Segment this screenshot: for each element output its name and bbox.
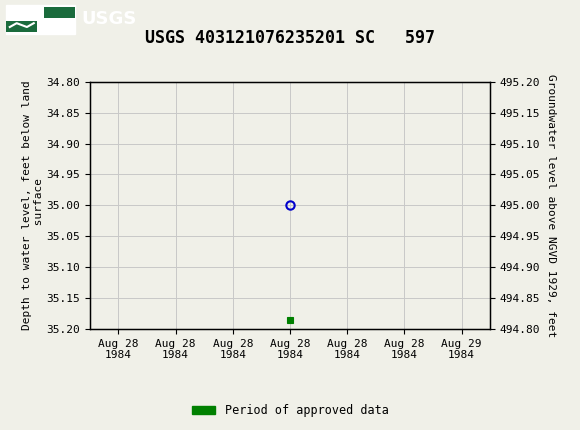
Text: USGS: USGS [81, 10, 136, 28]
FancyBboxPatch shape [6, 21, 37, 32]
Y-axis label: Groundwater level above NGVD 1929, feet: Groundwater level above NGVD 1929, feet [546, 74, 556, 337]
Y-axis label: Depth to water level, feet below land
 surface: Depth to water level, feet below land su… [22, 80, 44, 330]
FancyBboxPatch shape [44, 6, 75, 18]
Text: USGS 403121076235201 SC   597: USGS 403121076235201 SC 597 [145, 29, 435, 47]
Legend: Period of approved data: Period of approved data [187, 399, 393, 422]
FancyBboxPatch shape [6, 5, 75, 34]
